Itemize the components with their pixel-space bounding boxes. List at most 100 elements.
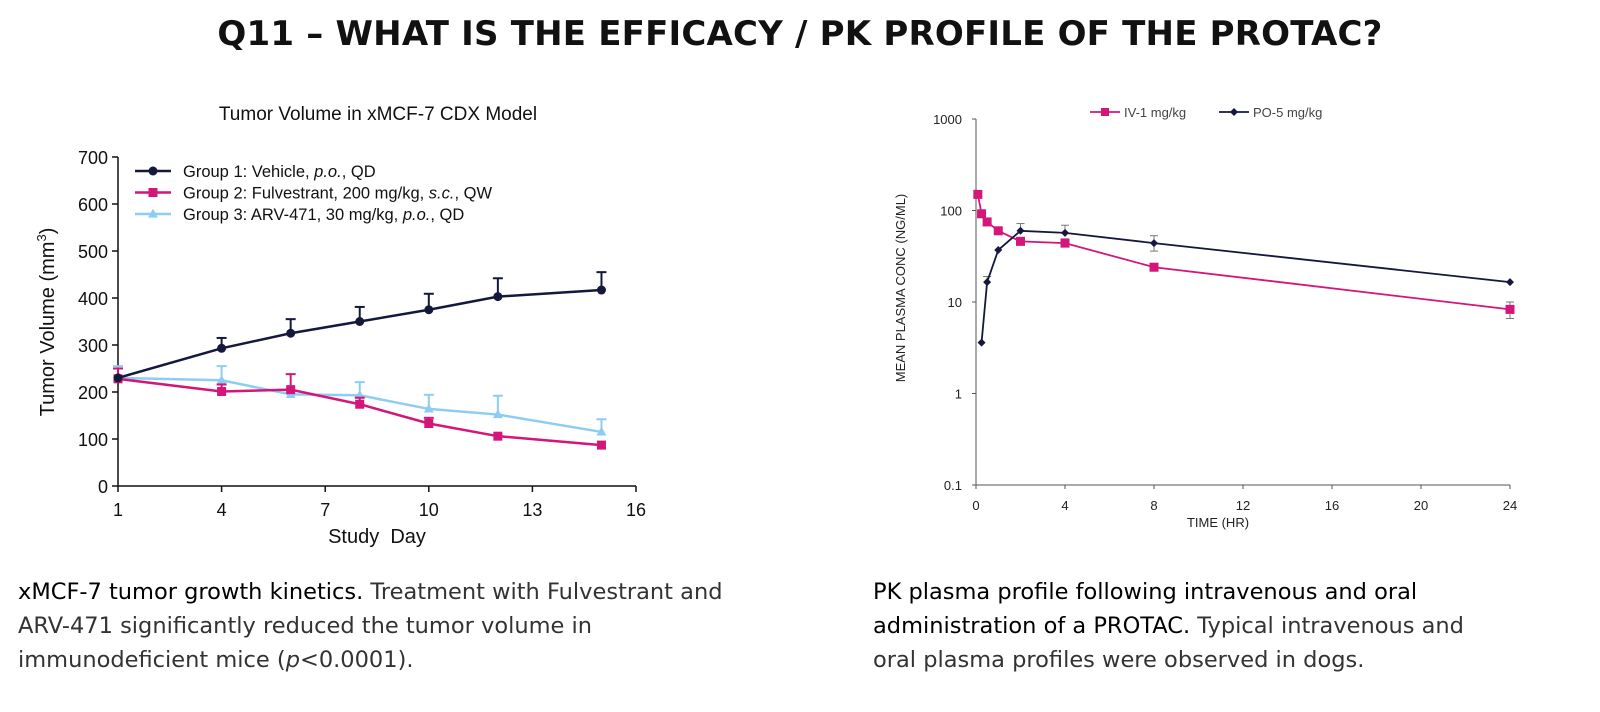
legend-label-part: , QD xyxy=(430,206,464,224)
x-tick-label: 10 xyxy=(419,500,439,520)
y-tick-label: 100 xyxy=(940,204,962,219)
y-tick-label: 600 xyxy=(78,195,108,215)
data-point xyxy=(493,292,503,302)
y-tick-label: 1 xyxy=(955,387,962,402)
data-point xyxy=(977,338,986,347)
x-tick-label: 13 xyxy=(522,500,542,520)
pk-profile-chart: 0 4 8 12 16 20 24 0.1 1 10 100 1000 IV-1 mg/kg PO-5 … xyxy=(893,105,1517,530)
x-tick-label: 7 xyxy=(320,500,330,520)
x-tick-label: 16 xyxy=(1325,498,1339,513)
y-tick-label: 500 xyxy=(78,242,108,262)
x-axis-label: TIME (HR) xyxy=(1187,515,1249,530)
caption-text: immunodeficient mice ( xyxy=(18,647,286,673)
data-point xyxy=(1506,278,1514,287)
data-point xyxy=(1016,236,1025,246)
legend-label-part: s.c. xyxy=(429,185,455,203)
caption-lead: administration of a PROTAC. xyxy=(873,613,1191,639)
y-tick-label: 1000 xyxy=(933,112,962,127)
y-tick-label: 300 xyxy=(78,336,108,356)
data-point xyxy=(493,431,503,441)
chart-title: Tumor Volume in xMCF-7 CDX Model xyxy=(219,104,537,125)
data-point xyxy=(1016,226,1025,235)
data-point xyxy=(994,246,1003,255)
legend-label: PO-5 mg/kg xyxy=(1253,105,1322,120)
x-axis-label: Study Day xyxy=(328,526,426,548)
y-tick-label: 100 xyxy=(78,430,108,450)
x-tick-label: 4 xyxy=(217,500,227,520)
x-tick-label: 12 xyxy=(1236,498,1250,513)
caption-italic: p xyxy=(285,647,300,673)
series xyxy=(977,223,1514,347)
legend-label-part: , QW xyxy=(454,185,492,203)
data-point xyxy=(355,317,365,326)
series xyxy=(113,365,607,436)
caption-text: oral plasma profiles were observed in do… xyxy=(873,647,1365,673)
data-point xyxy=(217,387,227,397)
data-point xyxy=(1505,304,1515,314)
legend-label-part: Group 1: Vehicle, xyxy=(183,163,314,181)
data-point xyxy=(423,403,434,413)
x-tick-label: 4 xyxy=(1061,498,1068,513)
x-tick-label: 1 xyxy=(113,500,123,520)
data-point xyxy=(1149,262,1159,272)
legend-label: IV-1 mg/kg xyxy=(1124,105,1186,120)
legend-label-part: p.o. xyxy=(313,163,342,181)
x-tick-label: 0 xyxy=(972,498,979,513)
caption-lead: xMCF-7 tumor growth kinetics. xyxy=(18,579,364,605)
y-tick-label: 10 xyxy=(948,295,962,310)
series-line xyxy=(117,288,602,380)
x-tick-label: 16 xyxy=(626,500,646,520)
y-axis-label: Tumor Volume (mm3) xyxy=(34,228,59,417)
data-point xyxy=(596,440,606,450)
data-point xyxy=(977,209,987,219)
data-point xyxy=(993,226,1003,236)
legend-label-part: , QD xyxy=(342,163,376,181)
data-point xyxy=(973,189,983,199)
y-tick-label: 400 xyxy=(78,289,108,309)
right-caption: PK plasma profile following intravenous … xyxy=(873,575,1593,677)
y-tick-label: 200 xyxy=(78,383,108,403)
data-point xyxy=(424,418,434,428)
data-point xyxy=(983,278,992,287)
data-point xyxy=(217,343,227,353)
series-line xyxy=(976,194,1511,311)
legend-marker xyxy=(1230,108,1238,116)
data-point xyxy=(424,305,434,315)
caption-lead: PK plasma profile following intravenous … xyxy=(873,579,1418,605)
data-point xyxy=(1061,228,1069,237)
y-axis-label: MEAN PLASMA CONC (NG/ML) xyxy=(893,194,908,383)
caption-text: Typical intravenous and xyxy=(1190,613,1464,639)
data-point xyxy=(1150,239,1158,248)
data-point xyxy=(1060,238,1070,248)
data-point xyxy=(982,217,992,227)
data-point xyxy=(596,426,607,436)
legend-label: Group 1: Vehicle, p.o., QD xyxy=(183,163,376,181)
series xyxy=(113,271,607,383)
tumor-volume-chart: Tumor Volume in xMCF-7 CDX Model 1 4 7 10 13… xyxy=(34,104,646,548)
y-tick-label: 0.1 xyxy=(944,478,962,493)
left-caption: xMCF-7 tumor growth kinetics. Treatment … xyxy=(18,575,818,677)
legend-marker xyxy=(148,208,158,218)
data-point xyxy=(286,328,296,338)
legend-label-part: p.o. xyxy=(402,206,431,224)
x-tick-label: 8 xyxy=(1150,498,1157,513)
y-tick-label: 700 xyxy=(78,148,108,168)
series xyxy=(113,367,606,450)
legend-marker xyxy=(1101,108,1109,116)
legend-label: Group 2: Fulvestrant, 200 mg/kg, s.c., Q… xyxy=(183,185,492,203)
series xyxy=(973,189,1515,320)
legend-marker xyxy=(148,166,158,176)
data-point xyxy=(596,285,606,295)
caption-text: Treatment with Fulvestrant and xyxy=(363,579,723,605)
x-tick-label: 24 xyxy=(1503,498,1517,513)
y-tick-label: 0 xyxy=(98,477,108,497)
legend-marker xyxy=(148,188,158,197)
caption-text: ARV-471 significantly reduced the tumor … xyxy=(18,613,593,639)
slide-title: Q11 – WHAT IS THE EFFICACY / PK PROFILE … xyxy=(217,14,1383,54)
data-point xyxy=(492,409,503,419)
legend-label: Group 3: ARV-471, 30 mg/kg, p.o., QD xyxy=(183,206,464,224)
x-tick-label: 20 xyxy=(1414,498,1428,513)
data-point xyxy=(113,373,123,383)
legend-label-part: Group 2: Fulvestrant, 200 mg/kg, xyxy=(183,185,429,203)
caption-text: <0.0001). xyxy=(299,647,414,673)
